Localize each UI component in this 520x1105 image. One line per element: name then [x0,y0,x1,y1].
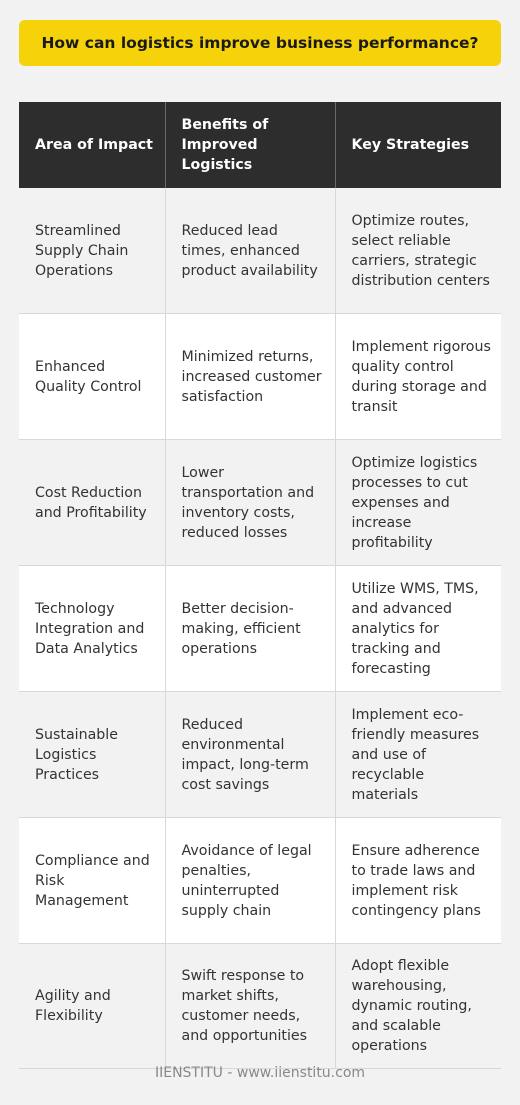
cell-area: Enhanced Quality Control [19,313,166,440]
cell-area: Cost Reduction and Profitability [19,439,166,566]
cell-area: Agility and Flexibility [19,943,166,1069]
table-row: Streamlined Supply Chain Operations Redu… [19,188,501,314]
cell-benefits: Swift response to market shifts, custome… [165,943,336,1069]
cell-benefits: Reduced environmental impact, long-term … [165,691,336,818]
cell-benefits: Lower transportation and inventory costs… [165,439,336,566]
table-row: Technology Integration and Data Analytic… [19,565,501,692]
column-header-benefits: Benefits of Improved Logistics [165,102,336,188]
cell-benefits: Avoidance of legal penalties, uninterrup… [165,817,336,944]
cell-strategies: Implement rigorous quality control durin… [335,313,501,440]
page-title: How can logistics improve business perfo… [19,20,501,66]
cell-strategies: Utilize WMS, TMS, and advanced analytics… [335,565,501,692]
table-row: Compliance and Risk Management Avoidance… [19,817,501,944]
cell-strategies: Implement eco-friendly measures and use … [335,691,501,818]
table-row: Sustainable Logistics Practices Reduced … [19,691,501,818]
cell-area: Technology Integration and Data Analytic… [19,565,166,692]
column-header-strategies: Key Strategies [335,102,501,188]
table-row: Enhanced Quality Control Minimized retur… [19,313,501,440]
cell-benefits: Better decision-making, efficient operat… [165,565,336,692]
cell-area: Sustainable Logistics Practices [19,691,166,818]
table-row: Cost Reduction and Profitability Lower t… [19,439,501,566]
table-row: Agility and Flexibility Swift response t… [19,943,501,1069]
column-header-area: Area of Impact [19,102,166,188]
cell-strategies: Optimize routes, select reliable carrier… [335,188,501,314]
footer-credit: IIENSTITU - www.iienstitu.com [154,1065,366,1081]
cell-strategies: Ensure adherence to trade laws and imple… [335,817,501,944]
cell-strategies: Optimize logistics processes to cut expe… [335,439,501,566]
table-header-row: Area of Impact Benefits of Improved Logi… [19,102,501,188]
cell-area: Compliance and Risk Management [19,817,166,944]
cell-area: Streamlined Supply Chain Operations [19,188,166,314]
logistics-table: Area of Impact Benefits of Improved Logi… [19,102,501,1069]
cell-strategies: Adopt flexible warehousing, dynamic rout… [335,943,501,1069]
cell-benefits: Reduced lead times, enhanced product ava… [165,188,336,314]
cell-benefits: Minimized returns, increased customer sa… [165,313,336,440]
